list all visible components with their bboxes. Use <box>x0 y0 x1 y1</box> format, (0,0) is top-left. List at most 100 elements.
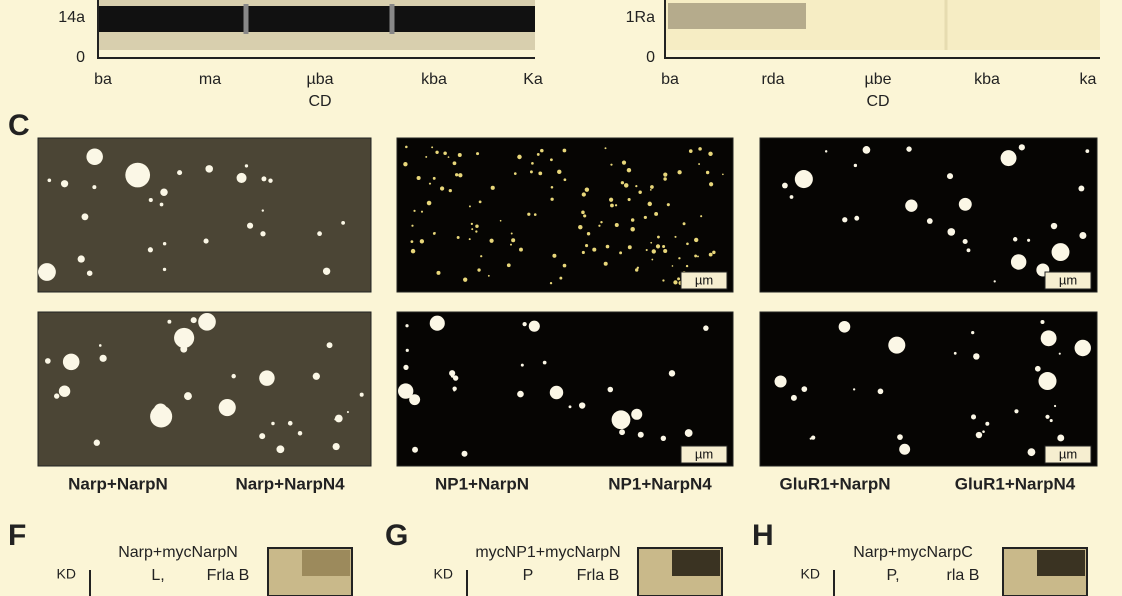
panel-title: mycNP1+mycNarpN <box>475 544 620 561</box>
scale-box <box>680 445 728 464</box>
puncta <box>636 266 640 269</box>
puncta <box>1034 365 1041 372</box>
puncta <box>905 199 918 212</box>
puncta <box>244 164 249 168</box>
puncta <box>529 170 533 174</box>
puncta <box>926 218 933 224</box>
puncta <box>677 277 681 281</box>
puncta <box>877 388 884 395</box>
puncta <box>443 151 447 155</box>
puncta <box>162 267 167 272</box>
puncta <box>405 348 409 352</box>
lane-label: P, <box>886 567 899 584</box>
puncta <box>946 173 954 180</box>
puncta <box>478 200 482 204</box>
puncta <box>432 232 436 235</box>
puncta <box>510 232 513 235</box>
puncta <box>475 224 479 228</box>
puncta <box>463 277 468 282</box>
puncta <box>231 373 236 379</box>
puncta <box>1074 339 1091 357</box>
puncta <box>663 172 668 177</box>
caption: NP1+NarpN4 <box>608 474 712 493</box>
puncta <box>614 204 618 207</box>
y-label: 0 <box>76 49 85 66</box>
puncta <box>824 150 828 153</box>
puncta <box>77 255 85 263</box>
puncta <box>614 222 619 227</box>
puncta <box>603 261 608 266</box>
y-label: 14a <box>58 9 85 26</box>
puncta <box>1085 149 1090 154</box>
puncta <box>663 177 667 181</box>
puncta <box>190 317 197 324</box>
puncta <box>276 445 285 454</box>
puncta <box>1057 434 1065 442</box>
puncta <box>559 276 563 280</box>
puncta <box>552 253 557 258</box>
x-label: rda <box>761 71 784 88</box>
kd-label: KD <box>57 566 76 582</box>
panel-label: C <box>8 109 30 142</box>
puncta <box>1058 352 1061 355</box>
puncta <box>167 319 172 324</box>
puncta <box>425 155 428 158</box>
puncta <box>842 217 848 223</box>
puncta <box>542 360 547 365</box>
puncta <box>562 263 567 268</box>
panel-title: Narp+mycNarpC <box>853 544 973 561</box>
puncta <box>540 148 544 153</box>
x-label: ka <box>1080 71 1097 88</box>
puncta <box>475 230 478 233</box>
puncta <box>1014 409 1019 414</box>
puncta <box>536 153 540 156</box>
x-label: ba <box>94 71 112 88</box>
puncta <box>649 189 652 191</box>
puncta <box>897 434 903 441</box>
puncta <box>416 175 421 181</box>
panel-label: H <box>752 519 774 552</box>
puncta <box>650 241 653 244</box>
puncta <box>610 163 613 166</box>
puncta <box>1000 150 1017 167</box>
lane-label: rla B <box>947 567 980 584</box>
x-label: µba <box>306 71 333 88</box>
puncta <box>578 224 583 230</box>
axis <box>664 0 1100 59</box>
puncta <box>906 146 912 152</box>
y-label: 1Ra <box>626 9 655 26</box>
puncta <box>630 227 635 232</box>
scale-box <box>680 271 728 290</box>
puncta <box>993 280 996 283</box>
puncta <box>801 386 808 393</box>
puncta <box>852 388 856 391</box>
puncta <box>431 146 434 149</box>
puncta <box>334 414 343 423</box>
puncta <box>81 213 89 221</box>
puncta <box>499 219 502 222</box>
puncta <box>668 370 676 377</box>
puncta <box>774 375 787 388</box>
puncta <box>92 185 97 190</box>
panel-label: F <box>8 519 26 552</box>
puncta <box>261 209 264 212</box>
puncta <box>439 186 445 191</box>
puncta <box>975 431 983 439</box>
puncta <box>426 200 432 206</box>
puncta <box>626 167 632 173</box>
puncta <box>853 163 858 168</box>
puncta <box>782 182 788 189</box>
puncta <box>684 429 693 437</box>
puncta <box>581 250 585 254</box>
puncta <box>666 203 670 207</box>
puncta <box>259 370 275 386</box>
x-label: ma <box>199 71 221 88</box>
puncta <box>1050 222 1058 230</box>
puncta <box>586 232 591 236</box>
puncta <box>568 405 572 409</box>
puncta <box>712 250 716 255</box>
scale-box <box>1044 271 1092 290</box>
puncta <box>527 212 531 216</box>
puncta <box>419 239 425 244</box>
